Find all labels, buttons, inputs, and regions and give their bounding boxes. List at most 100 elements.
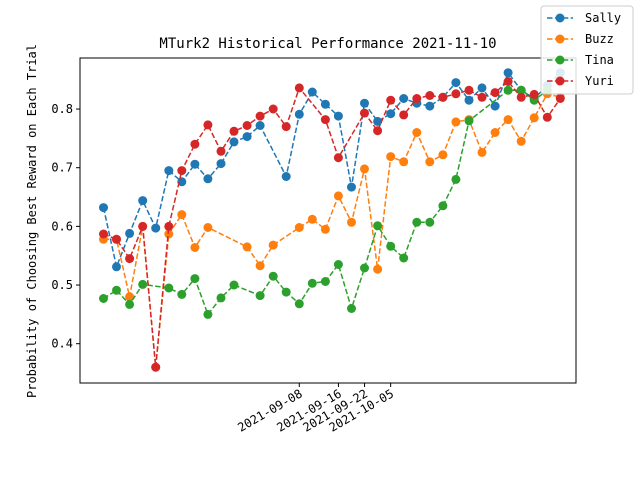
data-point	[255, 111, 265, 121]
y-axis-label: Probability of Choosing Best Reward on E…	[25, 44, 39, 398]
data-point	[477, 147, 487, 157]
data-point	[294, 299, 304, 309]
data-point	[164, 283, 174, 293]
data-point	[255, 261, 265, 271]
data-point	[477, 92, 487, 102]
data-point	[529, 113, 539, 123]
data-point	[503, 77, 513, 86]
y-tick-label: 0.4	[51, 337, 73, 351]
data-point	[229, 280, 239, 290]
legend-item-sally: Sally	[547, 11, 621, 25]
data-point	[438, 150, 448, 160]
y-tick-label: 0.6	[51, 219, 73, 233]
data-point	[490, 128, 500, 137]
data-point	[503, 85, 513, 95]
data-point	[216, 159, 226, 169]
data-point	[386, 152, 396, 162]
data-point	[268, 271, 278, 281]
data-point	[386, 241, 396, 251]
data-point	[451, 117, 461, 127]
legend: Sally Buzz Tina Yuri	[540, 5, 634, 95]
series-line	[103, 80, 561, 368]
legend-label: Tina	[585, 53, 614, 67]
data-point	[333, 153, 343, 163]
data-point	[464, 85, 474, 95]
data-point	[320, 99, 330, 109]
data-point	[360, 108, 369, 118]
data-point	[399, 94, 409, 103]
data-point	[112, 262, 121, 272]
data-point	[138, 196, 148, 206]
data-point	[399, 157, 409, 167]
data-point	[451, 174, 461, 184]
y-tick-label: 0.8	[51, 102, 73, 116]
legend-box	[540, 5, 634, 95]
data-point	[386, 95, 396, 105]
data-point	[307, 278, 317, 288]
data-point	[320, 115, 330, 125]
legend-item-tina: Tina	[547, 53, 614, 67]
data-point	[425, 91, 435, 100]
data-point	[503, 115, 513, 125]
data-point	[373, 264, 383, 274]
data-point	[164, 229, 174, 239]
data-point	[516, 136, 526, 146]
data-point	[503, 68, 513, 78]
data-point	[373, 126, 383, 136]
data-point	[125, 299, 135, 309]
data-point	[138, 221, 148, 231]
data-point	[177, 289, 187, 299]
data-point	[99, 203, 108, 213]
data-point	[99, 229, 108, 239]
data-point	[242, 132, 252, 142]
data-point	[542, 112, 552, 122]
data-point	[268, 240, 278, 250]
series-yuri	[99, 77, 565, 372]
data-point	[516, 92, 526, 102]
plot-area	[79, 57, 577, 384]
data-point	[268, 104, 278, 114]
data-point	[360, 98, 369, 108]
data-point	[294, 109, 304, 119]
data-point	[386, 109, 396, 119]
legend-label: Yuri	[585, 74, 614, 88]
data-point	[242, 121, 252, 130]
data-point	[490, 101, 500, 111]
data-point	[425, 157, 435, 167]
y-axis: 0.4 0.5 0.6 0.7 0.8	[51, 102, 80, 351]
data-point	[255, 121, 265, 130]
legend-marker	[555, 76, 565, 86]
data-point	[529, 89, 539, 99]
data-point	[164, 221, 174, 231]
data-point	[255, 291, 265, 301]
data-point	[229, 137, 239, 147]
series-sally	[99, 68, 565, 272]
data-point	[229, 126, 239, 136]
series-layer	[99, 68, 565, 372]
data-point	[216, 146, 226, 156]
data-point	[112, 234, 121, 244]
data-point	[216, 293, 226, 303]
data-point	[307, 214, 317, 224]
data-point	[320, 224, 330, 234]
data-point	[464, 116, 474, 126]
data-point	[347, 182, 356, 192]
data-point	[555, 94, 565, 103]
data-point	[281, 172, 291, 181]
data-point	[399, 253, 409, 263]
y-tick-label: 0.7	[51, 161, 73, 175]
data-point	[125, 292, 135, 302]
series-tina	[99, 85, 552, 319]
data-point	[177, 166, 187, 176]
data-point	[242, 242, 252, 252]
data-point	[177, 210, 187, 220]
data-point	[451, 89, 461, 99]
data-point	[320, 277, 330, 286]
chart-title: MTurk2 Historical Performance 2021-11-10	[159, 36, 496, 52]
data-point	[333, 260, 343, 269]
data-point	[281, 287, 291, 297]
data-point	[294, 83, 304, 93]
data-point	[451, 78, 461, 88]
